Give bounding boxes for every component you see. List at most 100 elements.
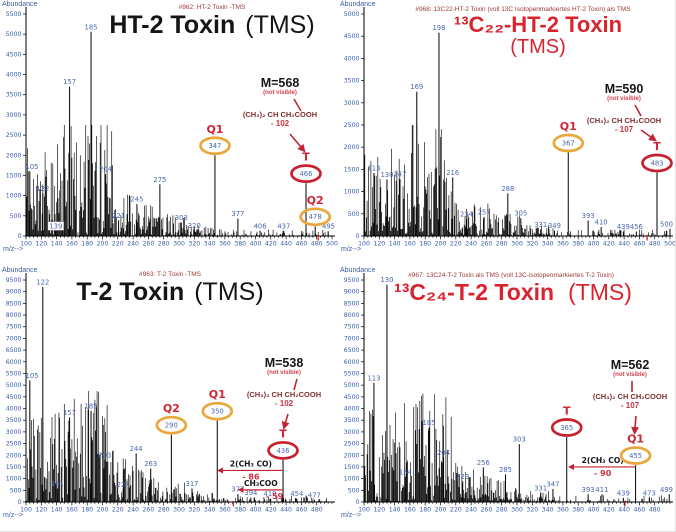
svg-text:380: 380 xyxy=(234,507,246,514)
svg-text:400: 400 xyxy=(250,507,262,514)
svg-text:400: 400 xyxy=(588,507,600,514)
svg-text:6500: 6500 xyxy=(6,347,22,354)
svg-text:0: 0 xyxy=(356,233,360,240)
svg-text:1500: 1500 xyxy=(344,166,360,173)
svg-text:3000: 3000 xyxy=(344,100,360,107)
svg-text:220: 220 xyxy=(112,241,124,248)
spectrum-title-main: ¹³C₂₄-T-2 Toxin xyxy=(394,279,555,305)
molecular-mass-label: M=538 xyxy=(264,356,304,370)
svg-text:260: 260 xyxy=(480,241,492,248)
svg-text:2500: 2500 xyxy=(6,132,22,139)
marker-ring-t xyxy=(267,441,299,460)
abundance-axis-label: Abundance xyxy=(340,1,376,8)
svg-text:157: 157 xyxy=(63,78,76,86)
svg-text:1000: 1000 xyxy=(6,193,22,200)
svg-text:T: T xyxy=(653,140,661,153)
svg-text:285: 285 xyxy=(499,466,512,474)
svg-text:500: 500 xyxy=(664,241,676,248)
svg-text:- 59: - 59 xyxy=(266,492,284,501)
svg-text:CH₃COO: CH₃COO xyxy=(244,479,278,488)
marker-ring-q1 xyxy=(619,446,652,465)
svg-text:455: 455 xyxy=(629,452,642,460)
svg-text:349: 349 xyxy=(548,222,561,230)
svg-text:436: 436 xyxy=(277,447,290,455)
svg-text:113: 113 xyxy=(367,164,380,172)
svg-text:T: T xyxy=(563,405,571,418)
svg-text:2500: 2500 xyxy=(344,122,360,129)
svg-text:5000: 5000 xyxy=(6,382,22,389)
svg-text:380: 380 xyxy=(572,241,584,248)
svg-text:480: 480 xyxy=(649,507,661,514)
svg-text:300: 300 xyxy=(173,241,185,248)
svg-text:303: 303 xyxy=(513,436,526,444)
svg-text:100: 100 xyxy=(358,507,370,514)
svg-text:Q1: Q1 xyxy=(206,123,223,136)
svg-text:Q2: Q2 xyxy=(307,194,324,207)
svg-text:3500: 3500 xyxy=(344,78,360,85)
svg-text:4500: 4500 xyxy=(344,33,360,40)
svg-text:140: 140 xyxy=(389,507,401,514)
svg-text:9500: 9500 xyxy=(6,277,22,284)
svg-text:480: 480 xyxy=(311,241,323,248)
svg-text:331: 331 xyxy=(534,485,547,493)
svg-text:473: 473 xyxy=(643,489,656,497)
svg-text:185: 185 xyxy=(85,24,98,32)
svg-text:122: 122 xyxy=(36,279,49,287)
svg-text:Q2: Q2 xyxy=(163,402,180,415)
svg-text:141: 141 xyxy=(51,480,64,488)
svg-text:300: 300 xyxy=(511,241,523,248)
svg-text:180: 180 xyxy=(81,241,93,248)
svg-text:393: 393 xyxy=(582,486,595,494)
svg-text:360: 360 xyxy=(557,507,569,514)
svg-text:1000: 1000 xyxy=(344,189,360,196)
svg-text:500: 500 xyxy=(326,241,338,248)
svg-text:T: T xyxy=(279,427,287,440)
svg-text:347: 347 xyxy=(208,142,221,150)
svg-text:T: T xyxy=(302,151,310,164)
svg-text:340: 340 xyxy=(204,241,216,248)
svg-text:221: 221 xyxy=(112,212,125,220)
svg-text:- 90: - 90 xyxy=(594,469,612,478)
svg-text:120: 120 xyxy=(373,241,385,248)
svg-text:320: 320 xyxy=(188,241,200,248)
svg-text:7000: 7000 xyxy=(344,335,360,342)
svg-text:260: 260 xyxy=(142,241,154,248)
svg-text:380: 380 xyxy=(572,507,584,514)
neutral-loss-formula: (CH₃)₂ CH CH₂COOH xyxy=(592,392,668,401)
svg-text:350: 350 xyxy=(211,408,224,416)
svg-text:260: 260 xyxy=(142,507,154,514)
svg-text:4000: 4000 xyxy=(6,72,22,79)
svg-text:2500: 2500 xyxy=(6,441,22,448)
mz-axis-label: m/z--> xyxy=(3,512,24,519)
neutral-loss-formula: (CH₃)₂ CH CH₂COOH xyxy=(586,116,662,125)
svg-text:113: 113 xyxy=(367,374,380,382)
mass-annotation: M=590 (not visible) (CH₃)₂ CH CH₂COOH - … xyxy=(572,82,675,134)
svg-text:204: 204 xyxy=(99,166,112,174)
svg-text:300: 300 xyxy=(511,507,523,514)
svg-text:Q1: Q1 xyxy=(627,433,644,446)
mz-axis-label: m/z--> xyxy=(3,246,24,253)
svg-text:480: 480 xyxy=(311,507,323,514)
spectrum-title-suffix: (TMS) xyxy=(245,11,315,39)
svg-text:317: 317 xyxy=(186,480,199,488)
panel-13c24-t2-toxin: 113 130 154 185 204 229 256 285 303 331 347 393 411 4… xyxy=(338,266,675,531)
svg-text:9000: 9000 xyxy=(6,289,22,296)
spectrum-title-main: HT-2 Toxin xyxy=(109,11,236,39)
svg-text:257: 257 xyxy=(478,208,491,216)
svg-text:3000: 3000 xyxy=(6,112,22,119)
svg-text:0: 0 xyxy=(18,499,22,506)
svg-text:440: 440 xyxy=(618,241,630,248)
svg-text:410: 410 xyxy=(595,219,608,227)
spectrum-title-main: T-2 Toxin xyxy=(76,278,185,306)
svg-text:130: 130 xyxy=(380,276,393,284)
svg-text:360: 360 xyxy=(219,507,231,514)
svg-text:340: 340 xyxy=(204,507,216,514)
mz-axis-label: m/z--> xyxy=(341,246,362,253)
svg-text:500: 500 xyxy=(660,220,673,228)
svg-text:320: 320 xyxy=(188,507,200,514)
